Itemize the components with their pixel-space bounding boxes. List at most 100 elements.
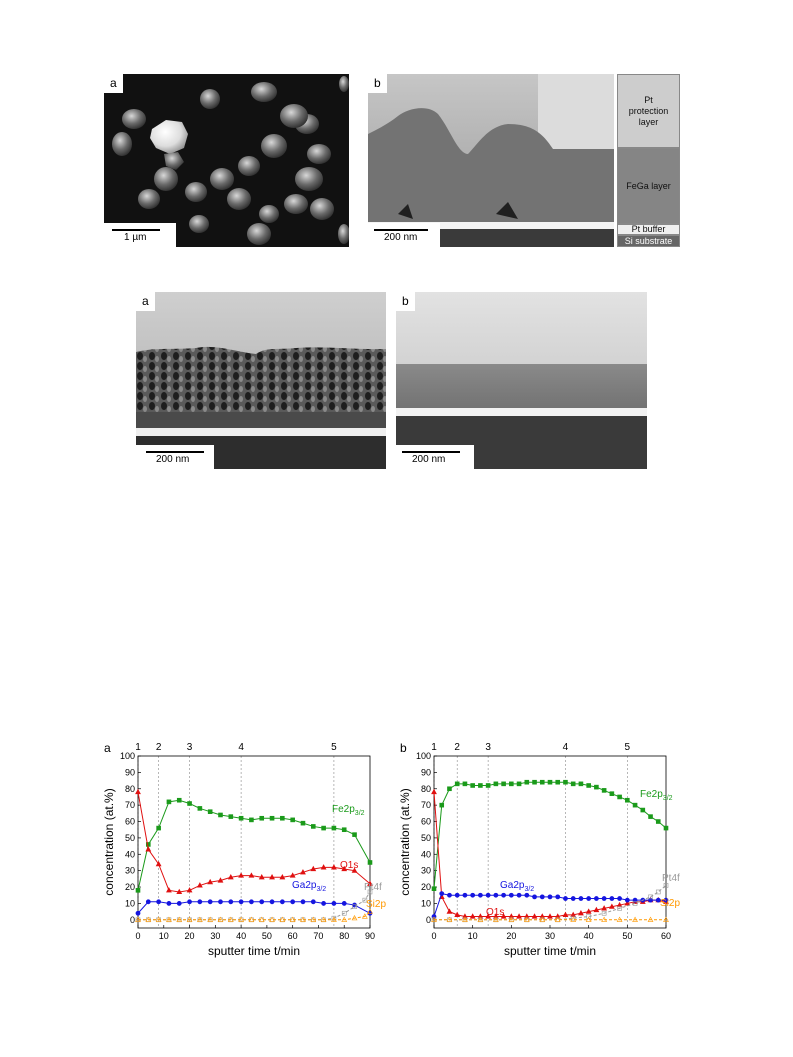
data-point [227,873,234,880]
data-point [238,872,245,878]
data-point [145,899,151,905]
data-point [249,899,254,905]
fig1-panel-a-label: a [104,74,123,93]
data-point [562,911,569,917]
data-point [655,819,661,824]
layer-fega: FeGa layer [617,148,680,224]
fig1-panel-b-tem-image: b 200 nm [368,74,614,247]
fig2-panel-b-scalebox: 200 nm [396,445,474,469]
data-point [269,899,275,905]
series-label: Fe2p3/2 [332,804,365,817]
data-point [578,896,584,901]
data-point [248,872,255,878]
x-tick-label: 0 [431,931,436,941]
x-tick-label: 60 [288,931,298,941]
marker-line-label: 2 [156,742,162,753]
data-point [469,913,476,919]
y-tick-label: 10 [125,898,135,908]
data-point [367,880,373,886]
data-point [367,908,373,914]
data-point [186,916,193,922]
data-point [447,892,452,898]
data-point [197,806,203,811]
y-tick-label: 0 [426,915,431,925]
scale-bar [374,229,428,231]
data-point [485,783,491,788]
data-point [300,916,306,922]
data-point [367,889,373,895]
data-point [508,916,515,922]
data-point [290,817,295,823]
data-point [258,916,265,922]
series-label-subscript: 3/2 [524,886,534,893]
data-point [135,910,141,916]
data-point [470,892,476,898]
data-point [555,779,561,785]
data-point [477,916,484,922]
data-point [248,916,255,922]
data-point [477,913,484,919]
data-point [280,815,285,821]
x-tick-label: 20 [506,931,516,941]
y-tick-label: 60 [421,817,431,827]
x-tick-label: 30 [545,931,555,941]
data-point [238,916,245,922]
data-point [509,781,514,787]
y-axis-label: concentration (at.%) [398,788,412,895]
data-point [625,797,630,803]
data-point [300,869,306,875]
series-label: Si2p [366,899,386,910]
data-point [624,897,630,903]
data-point [663,916,669,922]
x-axis-label: sputter time t/min [504,944,596,958]
data-point [663,897,669,903]
data-point [532,894,537,900]
data-point [331,864,337,870]
data-point [462,781,468,787]
data-point [446,908,453,914]
data-point [454,892,460,898]
x-tick-label: 0 [135,931,140,941]
data-point [166,916,172,922]
smooth-film-image [396,292,647,469]
y-axis-label: concentration (at.%) [102,788,116,895]
chart-panel-label: b [400,741,407,755]
series-line [138,891,371,921]
data-point [617,906,622,911]
data-point [176,797,182,803]
data-point [290,899,296,905]
data-point [197,899,203,905]
data-point [523,916,530,922]
data-point [485,913,492,919]
x-tick-label: 50 [622,931,632,941]
y-tick-label: 80 [421,784,431,794]
y-tick-label: 10 [421,898,431,908]
y-tick-label: 70 [421,800,431,810]
data-point [135,888,141,893]
series-o1s: O1s [135,788,373,895]
data-point [145,846,152,852]
y-tick-label: 40 [125,849,135,859]
data-point [585,908,592,914]
chart-panel-label: a [104,741,111,755]
x-tick-label: 60 [661,931,671,941]
data-point [351,867,358,873]
data-point [238,815,244,821]
data-point [351,914,358,921]
data-point [207,916,214,922]
data-point [586,914,591,919]
y-tick-label: 20 [421,882,431,892]
series-label: Fe2p3/2 [640,789,673,802]
series-label: Si2p [660,898,680,909]
marker-line-label: 5 [625,742,631,753]
series-ga2p: Ga2p3/2 [431,880,669,919]
data-point [176,901,182,906]
marker-line-label: 1 [135,742,141,753]
series-si2p: Si2p [431,898,680,922]
data-point [586,783,591,788]
data-point [217,877,224,883]
data-point [196,882,203,888]
data-point [523,913,530,919]
y-tick-label: 60 [125,817,135,827]
data-point [176,888,183,895]
